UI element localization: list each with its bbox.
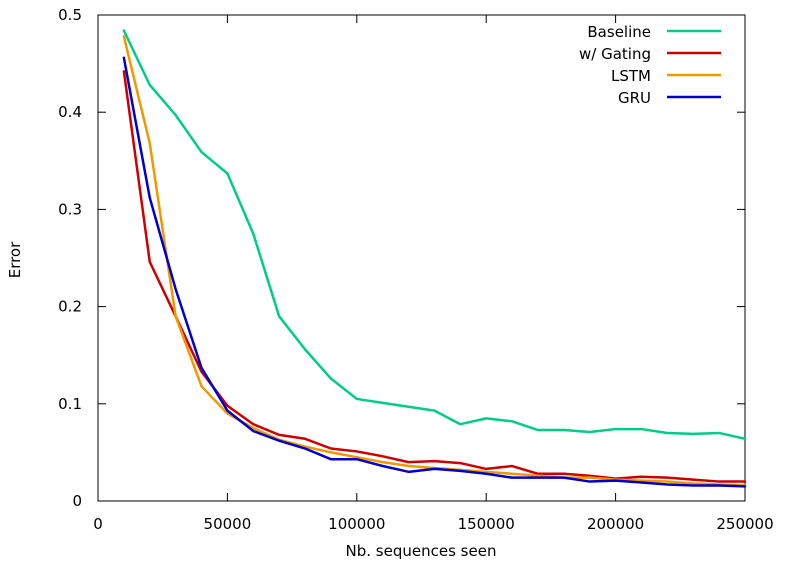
y-axis-label: Error: [6, 241, 24, 278]
series-line-lstm: [122, 35, 747, 487]
x-tick-label: 250000: [716, 515, 773, 533]
x-tick-label: 0: [93, 515, 103, 533]
ticks-layer: 0 50000 100000 150000 200000 250000 0 0.1 0.2 0.3…: [58, 6, 773, 533]
legend-label: GRU: [618, 89, 651, 107]
series-layer: [122, 29, 747, 488]
x-tick-label: 100000: [328, 515, 385, 533]
legend-label: w/ Gating: [579, 45, 651, 63]
x-tick-label: 200000: [587, 515, 644, 533]
x-tick-label: 150000: [458, 515, 515, 533]
legend-layer: Baseline w/ Gating LSTM GRU: [579, 23, 721, 107]
series-line-gru: [122, 56, 747, 488]
series-line-baseline: [122, 29, 747, 441]
plot-frame: [97, 14, 746, 502]
x-axis-label: Nb. sequences seen: [346, 542, 497, 560]
y-tick-label: 0.2: [58, 298, 82, 316]
y-tick-label: 0: [72, 492, 82, 510]
legend-label: Baseline: [587, 23, 651, 41]
y-tick-label: 0.3: [58, 200, 82, 218]
legend-label: LSTM: [611, 67, 651, 85]
series-line-w-gating: [122, 70, 747, 483]
y-tick-label: 0.1: [58, 395, 82, 413]
plot-frame-layer: [97, 14, 746, 502]
x-tick-label: 50000: [204, 515, 252, 533]
y-tick-label: 0.5: [58, 6, 82, 24]
y-tick-label: 0.4: [58, 103, 82, 121]
